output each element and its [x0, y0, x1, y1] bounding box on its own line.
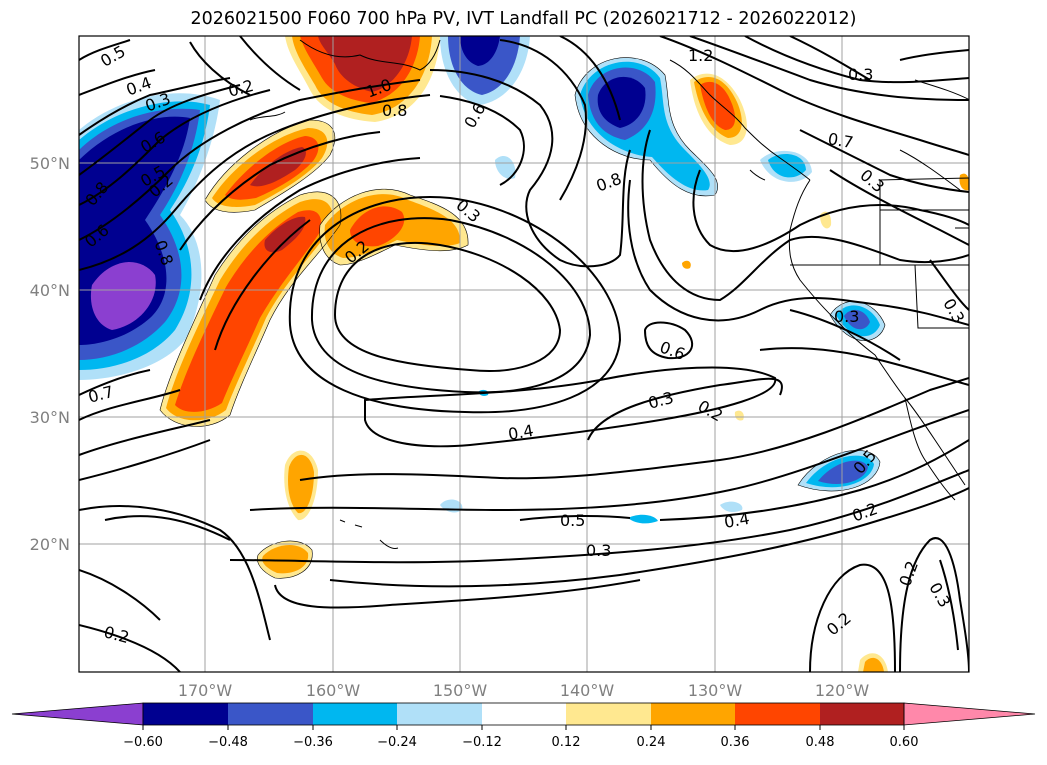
contour-label: 0.3: [646, 388, 676, 413]
contour-label: 0.2: [226, 76, 256, 101]
contour-label: 0.3: [925, 579, 954, 611]
colorbar-swatch: [143, 703, 228, 725]
colorbar-swatch: [228, 703, 313, 725]
lon-label-130w: 130°W: [688, 681, 743, 700]
contour-label: 0.2: [823, 608, 855, 639]
latitude-labels: 20°N 30°N 40°N 50°N: [30, 154, 70, 554]
lat-label-40n: 40°N: [30, 281, 70, 300]
lat-label-50n: 50°N: [30, 154, 70, 173]
contour-label: 0.3: [586, 541, 611, 560]
lon-label-140w: 140°W: [560, 681, 615, 700]
colorbar-tick-label: 0.24: [637, 735, 666, 750]
contour-label: 0.3: [848, 65, 873, 84]
contour-label: 0.6: [460, 100, 489, 132]
colorbar-swatch: [735, 703, 820, 725]
colorbar-tick-label: −0.24: [377, 735, 417, 750]
colorbar-tick-label: −0.60: [123, 735, 163, 750]
contour-label: 0.3: [939, 295, 968, 327]
lon-label-150w: 150°W: [433, 681, 488, 700]
contour-label: 1.2: [688, 46, 713, 65]
colorbar-tick-label: 0.12: [552, 735, 581, 750]
graticule: [79, 36, 969, 672]
colorbar-swatch: [651, 703, 735, 725]
contour-label: 0.7: [826, 129, 854, 152]
contour-label: 0.7: [86, 382, 116, 407]
colorbar-extend-low: [11, 702, 144, 726]
contour-label: 0.2: [895, 558, 922, 588]
contour-label: 0.3: [834, 307, 859, 326]
pv-contours: [79, 36, 969, 672]
lat-label-30n: 30°N: [30, 408, 70, 427]
colorbar-swatch: [397, 703, 482, 725]
longitude-labels: 170°W 160°W 150°W 140°W 130°W 120°W: [178, 681, 870, 700]
colorbar-swatch: [313, 703, 397, 725]
colorbar: −0.60 −0.48 −0.36 −0.24 −0.12 0.12 0.24 …: [11, 702, 1036, 750]
map-title: 2026021500 F060 700 hPa PV, IVT Landfall…: [190, 9, 857, 29]
colorbar-swatch: [820, 703, 904, 725]
colorbar-tick-label: −0.12: [462, 735, 502, 750]
contour-label: 0.5: [97, 41, 129, 70]
colorbar-tick-label: −0.48: [208, 735, 248, 750]
contour-label: 0.2: [102, 622, 132, 647]
contour-label: 0.5: [560, 511, 585, 530]
map-frame: [78, 35, 970, 673]
lat-label-20n: 20°N: [30, 535, 70, 554]
colorbar-swatch: [482, 703, 566, 725]
contour-label: 0.8: [382, 101, 407, 120]
lon-label-160w: 160°W: [306, 681, 361, 700]
lon-label-120w: 120°W: [815, 681, 870, 700]
contour-label: 0.4: [723, 509, 751, 532]
colorbar-tick-label: −0.36: [293, 735, 333, 750]
colorbar-tick-label: 0.60: [890, 735, 919, 750]
contour-label: 0.4: [507, 421, 535, 444]
contour-label: 0.8: [594, 169, 624, 196]
colorbar-tick-label: 0.48: [806, 735, 835, 750]
contour-label: 0.3: [856, 165, 888, 196]
contour-label: 0.2: [695, 396, 727, 425]
colorbar-swatch: [566, 703, 651, 725]
contour-label: 0.6: [657, 337, 687, 364]
colorbar-extend-high: [903, 702, 1036, 726]
colorbar-tick-label: 0.36: [721, 735, 750, 750]
lon-label-170w: 170°W: [178, 681, 233, 700]
